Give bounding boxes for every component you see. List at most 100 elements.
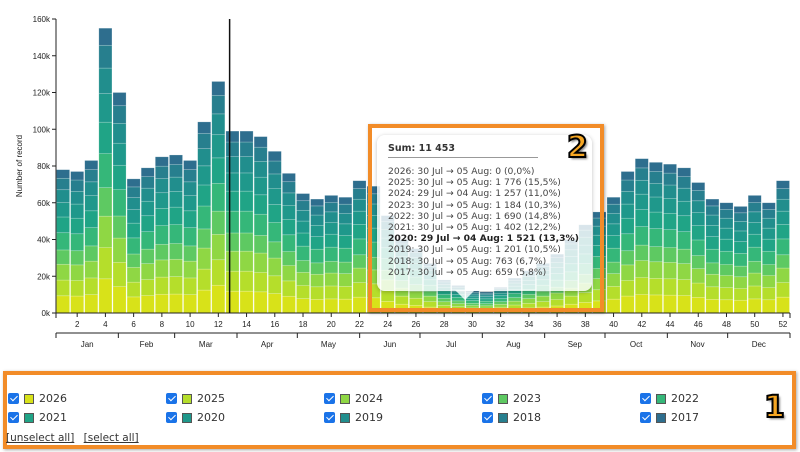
bar-segment-2024 — [507, 300, 522, 306]
bar-week-21[interactable] — [338, 196, 353, 314]
bar-week-17[interactable] — [282, 173, 296, 314]
bar-segment-2020 — [70, 203, 85, 219]
checkbox-2021[interactable] — [8, 412, 19, 423]
bar-week-10[interactable] — [183, 160, 197, 314]
bar-week-45[interactable] — [677, 167, 691, 314]
checkbox-2019[interactable] — [324, 412, 335, 423]
bar-segment-2020 — [352, 210, 367, 225]
legend-item-2022[interactable]: 2022 — [640, 392, 699, 405]
checkbox-2023[interactable] — [482, 393, 493, 404]
bar-week-15[interactable] — [253, 136, 268, 314]
bar-week-40[interactable] — [606, 196, 621, 314]
legend-item-2017[interactable]: 2017 — [640, 411, 699, 424]
bar-segment-2020 — [606, 223, 621, 236]
month-label: Jun — [383, 340, 396, 349]
bar-week-4[interactable] — [98, 27, 113, 314]
bar-segment-2026 — [56, 295, 70, 314]
unselect-all-link[interactable]: [unselect all] — [6, 432, 75, 444]
bar-segment-2025 — [211, 259, 226, 286]
bar-week-11[interactable] — [197, 121, 212, 314]
legend-item-2025[interactable]: 2025 — [166, 392, 225, 405]
bar-segment-2017 — [98, 27, 113, 46]
bar-week-20[interactable] — [324, 195, 339, 314]
bar-week-1[interactable] — [56, 169, 70, 314]
legend-item-2024[interactable]: 2024 — [324, 392, 383, 405]
bar-week-46[interactable] — [691, 182, 706, 314]
bar-segment-2017 — [211, 81, 226, 96]
checkbox-2020[interactable] — [166, 412, 177, 423]
bar-week-22[interactable] — [352, 180, 367, 314]
select-all-link[interactable]: [select all] — [83, 432, 139, 444]
legend-item-2023[interactable]: 2023 — [482, 392, 541, 405]
bar-segment-2020 — [126, 209, 141, 224]
bar-segment-2020 — [324, 222, 339, 235]
bar-week-2[interactable] — [70, 171, 85, 314]
bar-segment-2020 — [761, 227, 776, 240]
bar-week-19[interactable] — [310, 198, 324, 314]
annotation-box-2 — [368, 124, 604, 312]
bar-week-14[interactable] — [239, 130, 254, 314]
checkbox-2026[interactable] — [8, 393, 19, 404]
checkbox-2024[interactable] — [324, 393, 335, 404]
legend-item-2021[interactable]: 2021 — [8, 411, 67, 424]
bar-segment-2026 — [634, 294, 649, 314]
bar-segment-2026 — [253, 291, 268, 314]
bar-segment-2026 — [84, 294, 99, 314]
bar-segment-2017 — [649, 162, 663, 172]
tooltip-row: 2023: 30 Jul → 05 Aug: 1 184 (10,3%) — [388, 199, 561, 211]
bar-week-52[interactable] — [776, 180, 790, 314]
bar-week-13[interactable] — [225, 130, 240, 314]
bar-segment-2018 — [677, 176, 691, 189]
legend-item-2020[interactable]: 2020 — [166, 411, 225, 424]
bar-week-50[interactable] — [747, 195, 762, 314]
bar-week-5[interactable] — [112, 92, 127, 314]
bar-week-43[interactable] — [649, 162, 663, 314]
bar-segment-2020 — [56, 202, 70, 218]
bar-week-7[interactable] — [140, 167, 155, 314]
bar-segment-2021 — [98, 121, 113, 154]
bar-segment-2019 — [282, 192, 296, 206]
bar-week-44[interactable] — [663, 163, 677, 314]
bar-week-49[interactable] — [733, 206, 748, 314]
bar-week-12[interactable] — [211, 81, 226, 314]
bar-segment-2020 — [197, 165, 212, 186]
bar-week-42[interactable] — [634, 158, 649, 314]
bar-segment-2018 — [140, 176, 155, 189]
bar-segment-2023 — [56, 249, 70, 265]
bar-segment-2024 — [691, 268, 706, 284]
bar-segment-2017 — [282, 173, 296, 183]
y-tick-label: 40k — [37, 236, 51, 245]
bar-segment-2017 — [592, 211, 607, 219]
bar-week-51[interactable] — [761, 202, 776, 314]
bar-segment-2017 — [225, 130, 240, 143]
checkbox-2022[interactable] — [640, 393, 651, 404]
y-axis: 0k 20k 40k 60k 80k 100k 120k 140k 160k — [33, 15, 57, 318]
bar-segment-2019 — [296, 209, 310, 222]
month-label: Nov — [690, 340, 704, 349]
bar-segment-2024 — [239, 250, 254, 272]
bar-segment-2020 — [169, 191, 183, 208]
bar-segment-2021 — [310, 236, 324, 250]
bar-week-6[interactable] — [126, 178, 141, 314]
checkbox-2018[interactable] — [482, 412, 493, 423]
color-swatch-2018 — [498, 412, 508, 423]
bar-segment-2020 — [691, 212, 706, 226]
bar-segment-2018 — [112, 105, 127, 124]
bar-segment-2025 — [352, 282, 367, 298]
y-tick-label: 160k — [33, 15, 51, 24]
legend-item-2018[interactable]: 2018 — [482, 411, 541, 424]
checkbox-2025[interactable] — [166, 393, 177, 404]
bar-segment-2026 — [169, 293, 183, 314]
bar-week-41[interactable] — [620, 171, 635, 314]
bar-week-8[interactable] — [155, 156, 169, 314]
bar-week-18[interactable] — [296, 193, 310, 314]
bar-week-16[interactable] — [267, 151, 282, 314]
legend-item-2026[interactable]: 2026 — [8, 392, 67, 405]
bar-segment-2023 — [282, 251, 296, 266]
bar-week-47[interactable] — [705, 198, 720, 314]
legend-item-2019[interactable]: 2019 — [324, 411, 383, 424]
bar-week-3[interactable] — [84, 160, 99, 314]
checkbox-2017[interactable] — [640, 412, 651, 423]
bar-week-48[interactable] — [719, 202, 734, 314]
bar-week-9[interactable] — [169, 154, 183, 314]
